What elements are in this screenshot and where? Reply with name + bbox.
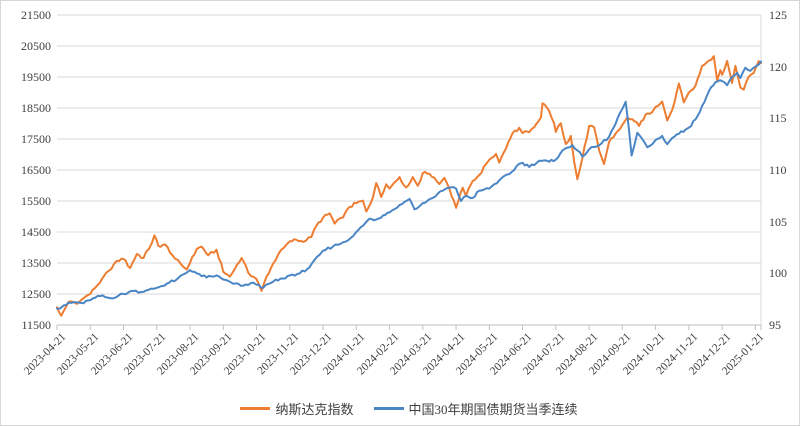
y-axis-left-label: 15500 (21, 194, 51, 208)
legend-swatch-china-30y-bond-future (373, 406, 404, 410)
y-axis-right-label: 105 (769, 214, 787, 229)
y-axis-left-label: 11500 (21, 318, 51, 332)
y-axis-left-label: 21500 (21, 8, 51, 22)
y-axis-left-label: 13500 (21, 256, 51, 270)
legend-item-nasdaq-index: 纳斯达克指数 (240, 399, 354, 418)
legend-label: 中国30年期国债期货当季连续 (408, 401, 578, 417)
y-axis-left-label: 16500 (21, 163, 51, 177)
y-axis-right-label: 115 (769, 111, 787, 126)
y-axis-right-label: 120 (769, 59, 787, 74)
y-axis-right-label: 95 (769, 318, 781, 332)
legend-label: 纳斯达克指数 (275, 401, 354, 417)
series-line-china-30y-bond-future (56, 60, 762, 310)
legend-item-china-30y-bond-future: 中国30年期国债期货当季连续 (373, 399, 578, 418)
y-axis-left-label: 18500 (21, 101, 51, 115)
y-axis-left-label: 12500 (21, 287, 51, 301)
y-axis-right-label: 110 (769, 163, 787, 177)
legend-swatch-nasdaq-index (240, 406, 271, 410)
y-axis-left-label: 19500 (21, 70, 51, 84)
y-axis-left-label: 14500 (21, 225, 51, 239)
y-axis-left-label: 20500 (21, 39, 51, 53)
series-line-nasdaq-index (56, 55, 762, 317)
y-axis-right-label: 125 (769, 8, 787, 22)
y-axis-right-label: 100 (769, 266, 787, 281)
y-axis-left-label: 17500 (21, 132, 51, 146)
legend: 纳斯达克指数 中国30年期国债期货当季连续 (57, 398, 761, 418)
